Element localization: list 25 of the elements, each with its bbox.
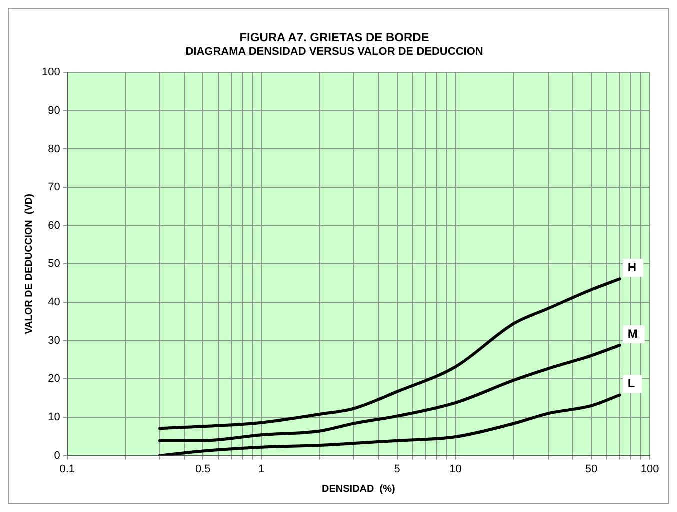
x-tick-label: 100 (640, 463, 660, 476)
x-tick-label: 10 (450, 463, 462, 476)
x-tick-label: 1 (258, 463, 265, 476)
y-tick-label: 80 (48, 143, 60, 156)
y-tick-label: 10 (48, 412, 60, 424)
x-tick-label: 0.1 (60, 463, 75, 476)
y-tick-label: 0 (54, 450, 60, 462)
series-label: H (628, 260, 637, 274)
y-tick-label: 50 (48, 258, 60, 270)
y-tick-label: 90 (48, 104, 60, 117)
chart-title: FIGURA A7. GRIETAS DE BORDE (240, 30, 430, 45)
y-tick-label: 40 (48, 296, 60, 309)
y-axis-title: VALOR DE DEDUCCION (VD) (24, 194, 35, 334)
chart-subtitle: DIAGRAMA DENSIDAD VERSUS VALOR DE DEDUCCION (186, 46, 484, 58)
series-label: L (628, 376, 636, 391)
x-axis-title: DENSIDAD (%) (322, 484, 396, 495)
y-tick-label: 100 (42, 66, 60, 79)
series-label: M (628, 326, 638, 341)
x-tick-label: 50 (585, 463, 598, 476)
y-tick-label: 60 (48, 220, 60, 232)
x-tick-label: 0.5 (195, 463, 211, 476)
x-tick-label: 5 (394, 463, 400, 476)
y-tick-label: 30 (48, 334, 60, 347)
y-tick-label: 70 (48, 182, 60, 194)
y-tick-label: 20 (48, 373, 60, 386)
